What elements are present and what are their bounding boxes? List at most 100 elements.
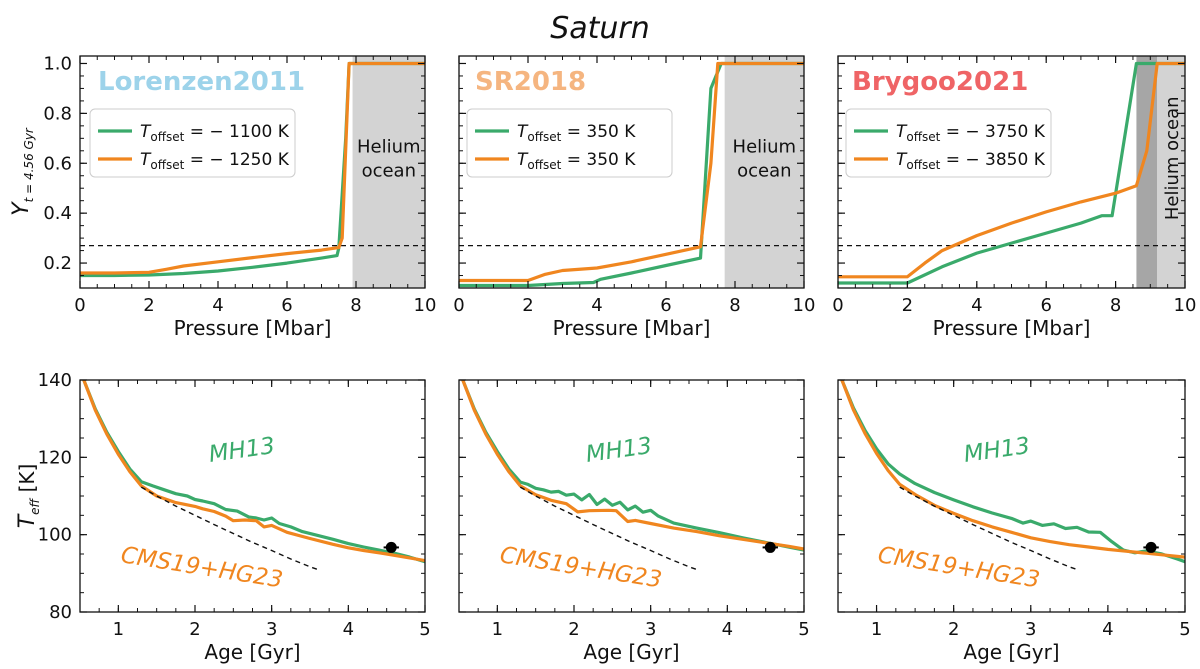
x-tick-label: 6 [660,295,671,316]
y-tick-label: 100 [38,525,72,546]
x-axis-label: Age [Gyr] [204,640,300,664]
curve-label-mh13: MH13 [962,433,1031,468]
x-tick-label: 3 [1025,619,1036,640]
x-tick-label: 8 [729,295,740,316]
x-tick-label: 2 [948,619,959,640]
curve-label-cms19-hg23: CMS19+HG23 [876,542,1041,593]
series-line-green [838,61,1185,285]
x-axis-label: Age [Gyr] [963,640,1059,664]
plot-area [840,380,1185,571]
series-line-cms19-hg23 [840,380,1185,559]
x-tick-label: 3 [266,619,277,640]
helium-ocean-label: ocean [737,160,791,181]
y-tick-label: 80 [49,602,72,623]
x-axis-label: Pressure [Mbar] [553,316,711,340]
x-tick-label: 1 [113,619,124,640]
series-line-dashed [140,486,318,571]
helium-ocean-region [352,56,425,288]
x-tick-label: 3 [645,619,656,640]
panel-top-right: Helium ocean 0 2 4 6 8 10 Pressure [Mbar] Brygoo… [832,55,1197,340]
y-tick-label: 120 [38,447,72,468]
y-tick-label: 0.4 [43,203,72,224]
figure-title: Saturn [550,11,650,46]
panel-top-left: Helium ocean 0 2 4 6 8 10 0.2 0.4 0.6 0.8 1.0 Pressur… [9,53,436,340]
plot-area [80,56,425,288]
helium-ocean-region [724,56,804,288]
y-axis-label: Teff [K] [15,464,42,529]
legend-box [845,108,1052,178]
legend-label: Toffset = 350 K [517,150,636,172]
series-line-orange [459,61,804,283]
x-tick-label: 6 [281,295,292,316]
y-tick-label: 1.0 [43,53,72,74]
panel-top-middle: Helium ocean 0 2 4 6 8 10 Pressure [Mbar] SR2018 T… [453,55,816,340]
curve-label-mh13: MH13 [584,433,653,468]
series-line-mh13 [82,380,425,564]
y-tick-label: 0.8 [43,103,72,124]
series-line-orange [80,61,425,275]
observation-point [764,541,776,553]
x-tick-label: 4 [343,619,354,640]
plot-area [838,56,1185,288]
legend-label: Toffset = − 1100 K [140,122,290,144]
dataset-annotation: Lorenzen2011 [98,67,305,97]
panel-bottom-right: 1 2 3 4 5 Age [Gyr] MH13 CMS19+HG23 [837,379,1191,664]
x-tick-label: 8 [1110,295,1121,316]
x-tick-label: 10 [414,295,437,316]
y-tick-label: 140 [38,370,72,391]
helium-ocean-label: Helium [357,136,421,157]
y-tick-label: 0.2 [43,253,72,274]
curve-label-mh13: MH13 [207,433,276,468]
y-tick-label: 0.6 [43,153,72,174]
x-tick-label: 0 [74,295,85,316]
x-tick-label: 4 [1102,619,1113,640]
plot-area [459,56,804,288]
panel-bottom-left: 1 2 3 4 5 80 100 120 140 Age [Gyr] Teff [K] MH13 CMS… [15,370,431,664]
legend-box [89,108,296,178]
x-tick-label: 0 [453,295,464,316]
x-tick-label: 4 [212,295,223,316]
series-line-orange [838,61,1185,279]
x-tick-label: 5 [419,619,430,640]
x-tick-label: 8 [350,295,361,316]
series-line-mh13 [461,380,804,552]
x-tick-label: 2 [568,619,579,640]
legend-label: Toffset = − 3850 K [896,150,1046,172]
helium-ocean-label: Helium [733,136,797,157]
x-tick-label: 0 [832,295,843,316]
x-axis-label: Age [Gyr] [583,640,679,664]
helium-ocean-region [1157,56,1185,288]
observation-point [1145,541,1157,553]
legend-label: Toffset = − 1250 K [140,150,290,172]
x-axis-label: Pressure [Mbar] [174,316,332,340]
series-line-dashed [519,486,697,571]
helium-ocean-label: Helium ocean [1162,96,1183,220]
x-tick-label: 1 [492,619,503,640]
x-tick-label: 6 [1040,295,1051,316]
x-tick-label: 4 [971,295,982,316]
dataset-annotation: Brygoo2021 [852,67,1028,97]
y-axis-label: Yt = 4.56 Gyr [9,127,36,216]
x-tick-label: 2 [143,295,154,316]
x-tick-label: 5 [1179,619,1190,640]
x-tick-label: 10 [793,295,816,316]
x-tick-label: 2 [902,295,913,316]
helium-ocean-label: ocean [362,160,416,181]
series-line-green [459,61,804,288]
observation-point [385,541,397,553]
series-line-dashed [899,486,1078,571]
x-tick-label: 4 [722,619,733,640]
x-tick-label: 10 [1174,295,1197,316]
x-tick-label: 2 [522,295,533,316]
series-line-cms19-hg23 [461,380,804,551]
panel-bottom-middle: 1 2 3 4 5 Age [Gyr] MH13 CMS19+HG23 [458,379,810,664]
legend-label: Toffset = 350 K [517,122,636,144]
curve-label-cms19-hg23: CMS19+HG23 [498,542,663,593]
x-tick-label: 5 [798,619,809,640]
legend-label: Toffset = − 3750 K [896,122,1046,144]
x-tick-label: 2 [189,619,200,640]
x-tick-label: 4 [591,295,602,316]
legend-box [466,108,673,178]
series-line-cms19-hg23 [82,380,425,563]
curve-label-cms19-hg23: CMS19+HG23 [119,542,284,593]
